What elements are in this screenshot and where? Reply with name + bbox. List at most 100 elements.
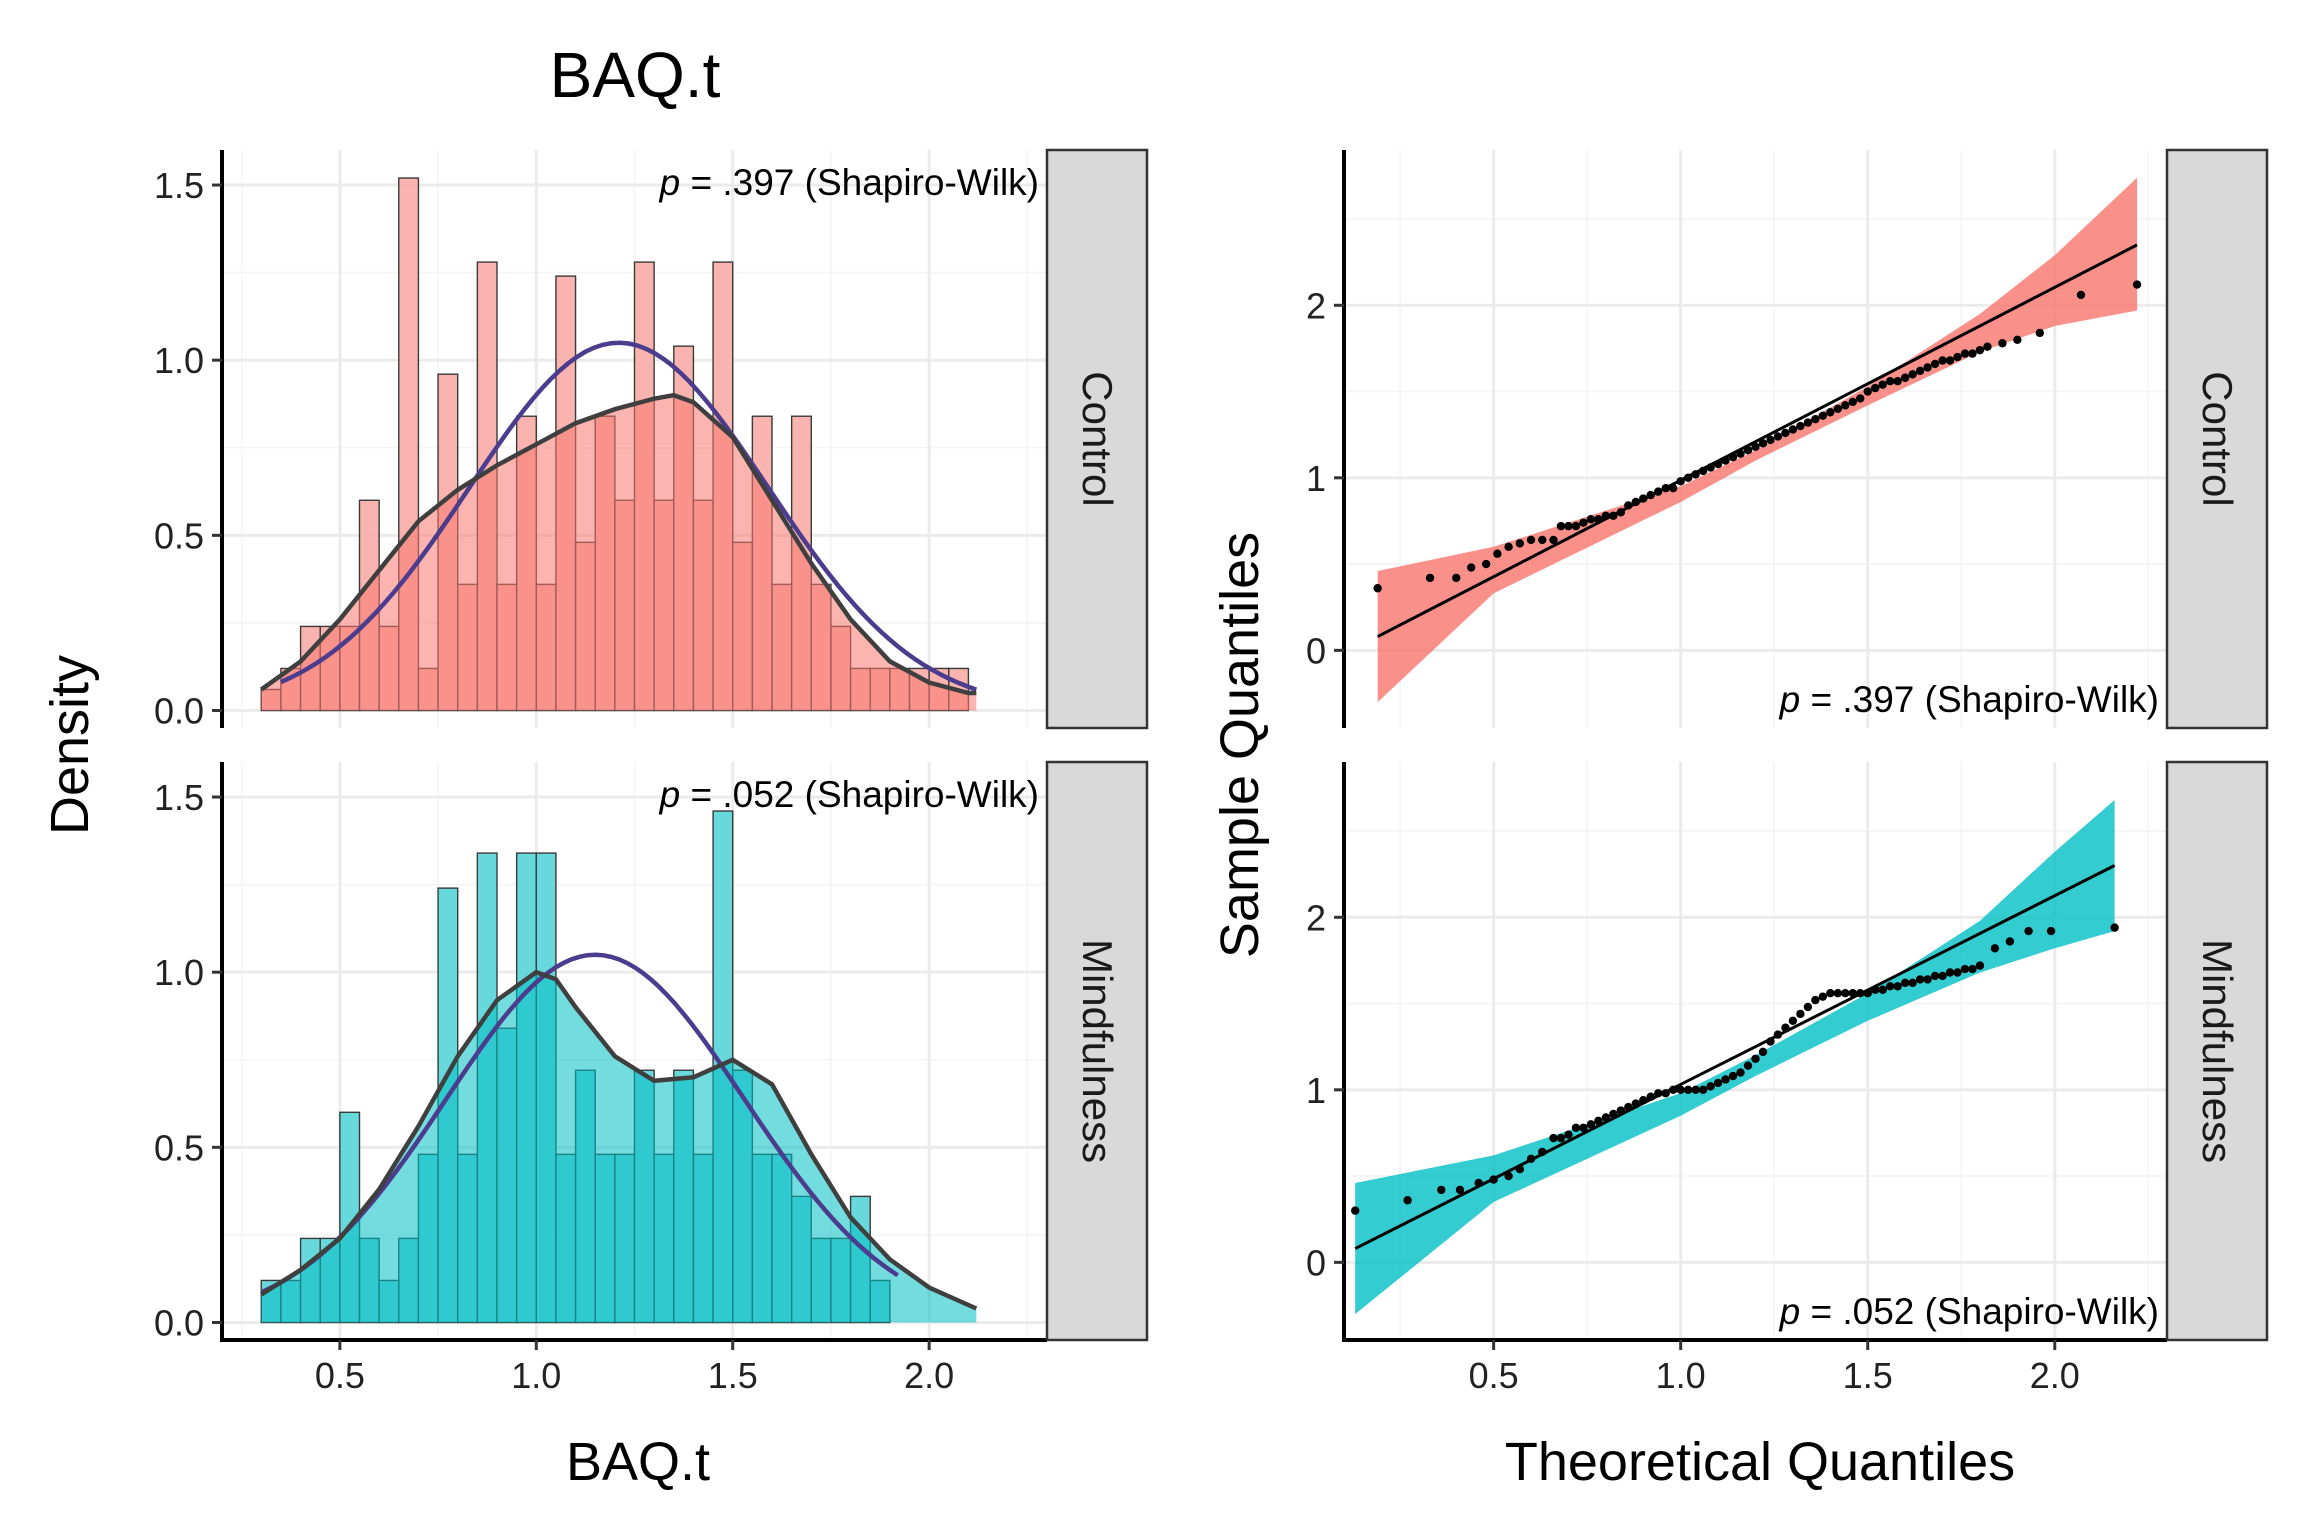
grid — [1344, 150, 2167, 728]
y-tick-label: 1.5 — [154, 165, 204, 206]
qq-point — [1960, 349, 1970, 358]
x-tick-label: 1.5 — [708, 1355, 758, 1396]
y-tick-label: 0 — [1306, 630, 1326, 671]
p-value-text: = .052 (Shapiro-Wilk) — [680, 774, 1039, 815]
histogram-y-axis-title: Density — [40, 655, 100, 835]
qq-point — [1728, 452, 1738, 462]
qq-point — [1841, 401, 1850, 410]
histogram-x-axis-title: BAQ.t — [566, 1432, 710, 1492]
qq-point — [1743, 446, 1753, 455]
qq-point — [1691, 470, 1700, 479]
qq-point — [1646, 490, 1655, 500]
qq-point — [1661, 483, 1670, 493]
qq-point — [1556, 521, 1566, 531]
qq-point — [2024, 926, 2033, 936]
qq-point — [1616, 1106, 1626, 1115]
qq-points — [1351, 923, 2119, 1215]
qq-point — [2046, 926, 2056, 936]
qq-point — [1646, 1092, 1655, 1101]
qq-point — [1856, 989, 1865, 998]
qq-point — [1489, 1175, 1498, 1184]
y-tick-label: 2 — [1306, 285, 1326, 326]
qq-point — [1676, 1085, 1685, 1095]
qq-point — [1953, 968, 1962, 977]
qq-point — [1833, 404, 1843, 414]
facet-strip — [2165, 760, 2269, 1342]
qq-point — [1975, 961, 1985, 970]
qq-point — [1923, 363, 1932, 372]
p-symbol: p — [659, 774, 681, 815]
qq-point — [1758, 1047, 1768, 1057]
qq-point — [1706, 1082, 1715, 1091]
qq-point — [1811, 414, 1820, 424]
qq-point — [1466, 563, 1476, 572]
qq-point — [1915, 366, 1925, 376]
qq-point — [1571, 521, 1581, 531]
qq-point — [1930, 359, 1940, 369]
qq-point — [1452, 573, 1461, 583]
x-tick-label: 2.0 — [904, 1355, 954, 1396]
y-tick-label: 0.5 — [154, 515, 204, 556]
qq-point — [1953, 352, 1962, 362]
qq-point — [1683, 473, 1693, 483]
qq-point — [1515, 539, 1525, 548]
qq-point — [1564, 521, 1573, 531]
qq-point — [1586, 1120, 1596, 1129]
x-tick-label: 2.0 — [2030, 1355, 2080, 1396]
y-tick-label: 0 — [1306, 1242, 1326, 1283]
qq-point — [1818, 992, 1828, 1001]
qq-point — [1683, 1085, 1693, 1095]
qq-point — [1538, 535, 1547, 545]
qq-point — [1601, 511, 1611, 520]
qq-point — [1654, 1089, 1663, 1098]
qq-point — [1856, 394, 1865, 403]
qq-point — [1878, 985, 1887, 994]
qq-point — [1493, 549, 1502, 558]
qq-point — [1624, 1102, 1633, 1112]
qq-point — [1609, 511, 1618, 520]
qq-point — [1908, 370, 1917, 379]
qq-point — [1515, 1164, 1525, 1174]
y-tick-label: 0.0 — [154, 690, 204, 731]
y-tick-label: 2 — [1306, 897, 1326, 938]
x-tick-label: 1.0 — [511, 1355, 561, 1396]
qq-point — [2110, 923, 2119, 932]
qq-point — [1538, 1147, 1547, 1157]
qq-point — [1601, 1113, 1611, 1122]
y-tick-label: 0.5 — [154, 1127, 204, 1168]
x-tick-label: 0.5 — [1469, 1355, 1519, 1396]
qq-point — [1455, 1185, 1465, 1195]
qq-point — [1766, 1037, 1775, 1046]
qq-point — [1773, 432, 1783, 441]
qq-point — [1654, 487, 1663, 496]
qq-point — [1893, 982, 1902, 991]
qq-control-panel: p = .397 (Shapiro-Wilk) 0 1 2 Control — [1306, 148, 2269, 730]
qq-point — [1885, 982, 1895, 991]
qq-point — [1788, 425, 1798, 434]
density-area — [261, 972, 977, 1323]
qq-point — [1900, 373, 1910, 382]
qq-point — [1863, 387, 1872, 396]
qq-point — [1504, 1171, 1513, 1181]
qq-point — [1930, 971, 1940, 981]
qq-point — [1796, 421, 1805, 431]
qq-point — [1938, 971, 1947, 981]
qq-point — [1915, 975, 1925, 984]
qq-point — [1609, 1109, 1618, 1119]
p-value-text: = .397 (Shapiro-Wilk) — [680, 162, 1039, 203]
qq-point — [1811, 995, 1820, 1005]
density-curve — [259, 392, 977, 696]
grid — [1344, 762, 2167, 1340]
qq-point — [1403, 1196, 1412, 1205]
qq-point — [1841, 989, 1850, 998]
qq-point — [1373, 584, 1382, 593]
qq-point — [1923, 975, 1932, 984]
qq-point — [1504, 542, 1513, 552]
qq-point — [1848, 397, 1857, 407]
qq-point — [1526, 535, 1536, 545]
qq-point — [1351, 1206, 1360, 1215]
qq-point — [1594, 515, 1603, 524]
qq-points — [1373, 280, 2142, 593]
facet-strip-label: Control — [1074, 371, 1121, 506]
qq-point — [1871, 383, 1880, 393]
